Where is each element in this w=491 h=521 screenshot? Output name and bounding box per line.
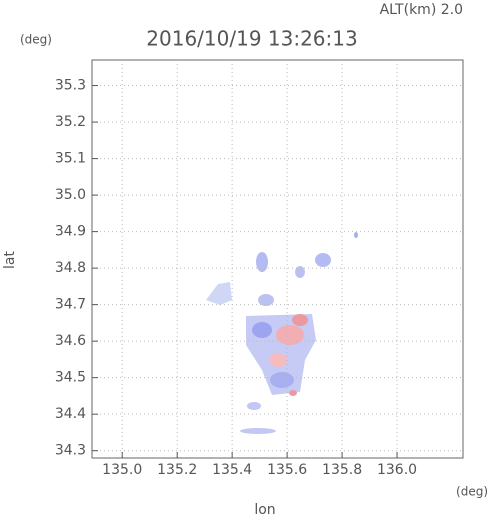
echo xyxy=(270,372,294,388)
y-tick-label: 35.3 xyxy=(55,78,86,94)
chart-title: 2016/10/19 13:26:13 xyxy=(146,27,357,51)
echo xyxy=(269,353,287,367)
echo xyxy=(240,428,276,434)
x-tick-label: 135.2 xyxy=(157,462,197,478)
echo xyxy=(295,266,305,278)
altitude-label: ALT(km) 2.0 xyxy=(380,2,463,18)
echo xyxy=(258,294,274,306)
x-tick-label: 135.6 xyxy=(267,462,307,478)
x-tick-label: 136.0 xyxy=(377,462,417,478)
echo xyxy=(256,252,268,272)
y-tick-label: 35.1 xyxy=(55,151,86,167)
y-axis-label: lat xyxy=(2,251,18,269)
echo xyxy=(276,325,304,345)
echo xyxy=(292,314,308,326)
echo xyxy=(206,282,232,305)
y-tick-label: 34.5 xyxy=(55,370,86,386)
y-tick-label: 34.8 xyxy=(55,260,86,276)
y-tick-label: 34.4 xyxy=(55,406,86,422)
y-tick-label: 34.6 xyxy=(55,333,86,349)
echoes xyxy=(206,232,358,434)
x-tick-label: 135.4 xyxy=(212,462,252,478)
x-tick-label: 135.0 xyxy=(102,462,142,478)
echo xyxy=(354,232,358,238)
echo xyxy=(247,402,261,410)
y-tick-label: 34.7 xyxy=(55,297,86,313)
y-unit: (deg) xyxy=(20,33,52,47)
y-tick-label: 34.3 xyxy=(55,443,86,459)
x-axis-label: lon xyxy=(254,502,275,518)
x-unit: (deg) xyxy=(456,485,488,499)
y-tick-label: 34.9 xyxy=(55,224,86,240)
echo xyxy=(315,253,331,267)
echo xyxy=(252,322,272,338)
echo xyxy=(289,390,297,396)
x-tick-label: 135.8 xyxy=(322,462,362,478)
y-tick-label: 35.2 xyxy=(55,114,86,130)
plot-frame xyxy=(91,59,464,459)
y-tick-label: 35.0 xyxy=(55,187,86,203)
